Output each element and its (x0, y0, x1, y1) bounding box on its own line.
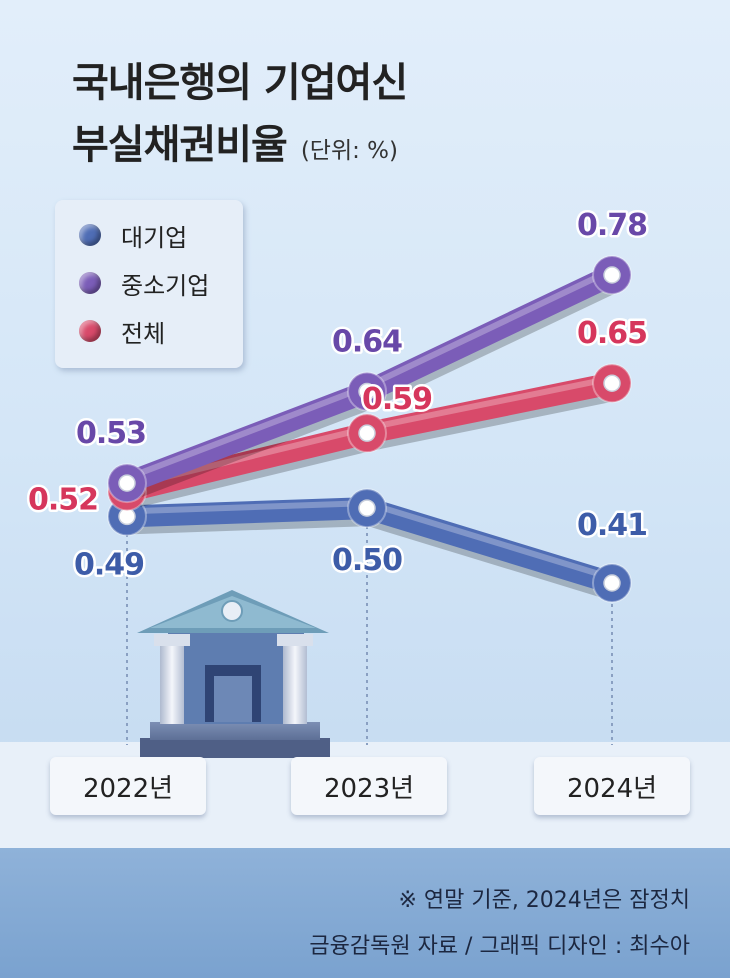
legend-dot-total-icon (79, 320, 101, 342)
footer: ※ 연말 기준, 2024년은 잠정치 금융감독원 자료 / 그래픽 디자인 :… (0, 848, 730, 978)
legend-label-large: 대기업 (121, 223, 188, 252)
guide-lines (126, 512, 613, 745)
legend-item-large: 대기업 (79, 220, 188, 252)
legend-item-sme: 중소기업 (79, 268, 210, 300)
value-label-sme-2: 0.78 (577, 208, 647, 243)
value-label-large-2: 0.41 (577, 508, 647, 543)
point-center-sme-1 (358, 382, 376, 401)
point-center-total-2 (603, 374, 621, 392)
point-center-total-1 (358, 424, 376, 442)
line-chart: 0.49 0.50 0.41 0.53 0.64 0.78 0.52 0.59 0.65 (0, 206, 730, 848)
series-total (107, 363, 632, 512)
legend: 대기업 중소기업 전체 (55, 200, 243, 368)
unit-label: (단위: %) (300, 138, 398, 164)
footer-source: 금융감독원 자료 / 그래픽 디자인 : 최수아 (309, 934, 690, 959)
chart-title: 국내은행의 기업여신 부실채권비율 (단위: %) (72, 52, 408, 182)
x-tick-2023: 2023년 (291, 757, 447, 815)
point-center-sme-2 (603, 266, 621, 284)
value-label-total-0: 0.52 (28, 482, 98, 517)
point-center-large-1 (358, 499, 376, 517)
value-label-total-1: 0.59 (362, 382, 432, 417)
point-center-large-2 (603, 574, 621, 592)
value-label-large-1: 0.50 (332, 543, 402, 578)
point-center-sme-0 (118, 474, 136, 492)
value-label-large-0: 0.49 (74, 547, 144, 582)
legend-dot-large-icon (79, 224, 101, 246)
series-sme (107, 255, 632, 504)
title-line-2: 부실채권비율 (72, 122, 288, 168)
x-tick-2024: 2024년 (534, 757, 690, 815)
bank-building-icon (137, 590, 330, 758)
value-label-sme-1: 0.64 (332, 325, 402, 360)
series-layer (107, 255, 632, 603)
x-tick-2022: 2022년 (50, 757, 206, 815)
value-labels: 0.49 0.50 0.41 0.53 0.64 0.78 0.52 0.59 0.65 (25, 206, 650, 585)
value-label-total-2: 0.65 (577, 316, 647, 351)
footer-note: ※ 연말 기준, 2024년은 잠정치 (398, 888, 690, 913)
legend-label-total: 전체 (121, 319, 166, 348)
legend-item-total: 전체 (79, 316, 166, 348)
legend-label-sme: 중소기업 (121, 271, 210, 300)
title-line-1: 국내은행의 기업여신 (72, 60, 408, 106)
value-label-sme-0: 0.53 (76, 416, 146, 451)
legend-dot-sme-icon (79, 272, 101, 294)
series-large (107, 488, 632, 603)
